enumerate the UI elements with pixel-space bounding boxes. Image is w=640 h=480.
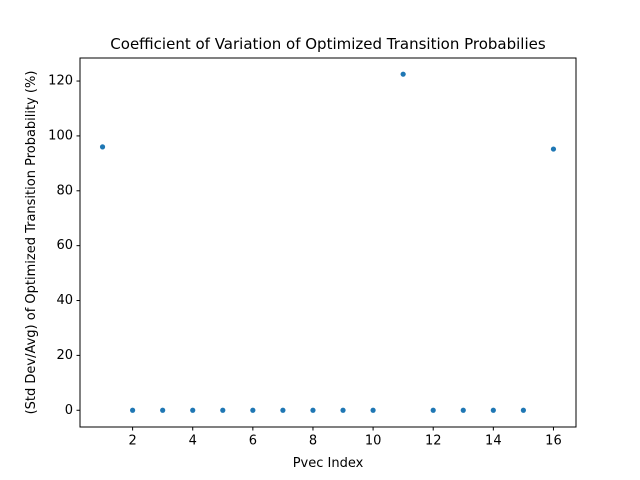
data-point	[340, 407, 346, 413]
x-tick-label: 2	[128, 434, 136, 449]
x-axis: 2 4 6 8 10 12 14 16	[128, 427, 562, 449]
y-tick-label: 0	[65, 403, 73, 418]
data-point	[400, 71, 406, 77]
data-point	[310, 407, 316, 413]
data-point	[250, 407, 256, 413]
x-tick-label: 6	[249, 434, 257, 449]
data-point	[520, 407, 526, 413]
data-points	[99, 71, 557, 413]
x-tick-label: 10	[365, 434, 382, 449]
x-tick-label: 4	[189, 434, 197, 449]
x-tick-label: 12	[425, 434, 442, 449]
x-tick-label: 8	[309, 434, 317, 449]
chart-title: Coefficient of Variation of Optimized Tr…	[110, 35, 546, 53]
data-point	[430, 407, 436, 413]
y-tick-label: 80	[56, 183, 73, 198]
data-point	[280, 407, 286, 413]
data-point	[490, 407, 496, 413]
y-tick-label: 120	[48, 74, 73, 89]
data-point	[370, 407, 376, 413]
x-tick-label: 16	[545, 434, 562, 449]
data-point	[220, 407, 226, 413]
data-point	[460, 407, 466, 413]
data-point	[130, 407, 136, 413]
y-axis-label: (Std Dev/Avg) of Optimized Transition Pr…	[24, 71, 39, 415]
data-point	[99, 144, 106, 150]
x-tick-label: 14	[485, 434, 502, 449]
data-point	[550, 146, 557, 152]
y-tick-label: 20	[56, 348, 73, 363]
plot-frame	[79, 57, 577, 428]
data-point	[190, 407, 196, 413]
data-point	[160, 407, 166, 413]
y-tick-label: 60	[56, 238, 73, 253]
x-axis-label: Pvec Index	[293, 456, 364, 471]
y-tick-label: 40	[56, 293, 73, 308]
y-axis: 0 20 40 60 80 100 120	[48, 74, 80, 418]
y-tick-label: 100	[48, 128, 73, 143]
